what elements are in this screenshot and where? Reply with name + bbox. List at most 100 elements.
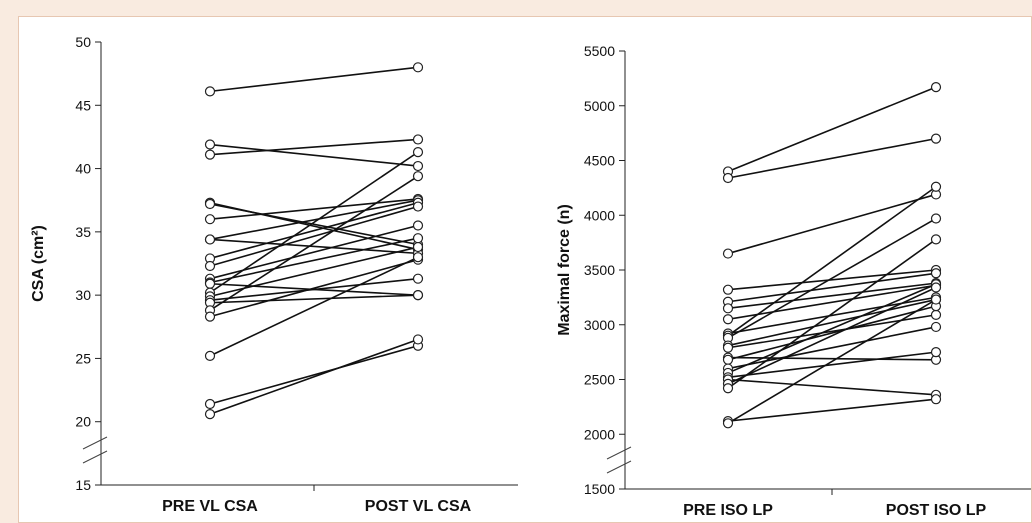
force-subject-line <box>727 137 937 179</box>
force-pre-point <box>722 418 734 429</box>
csa-post-point <box>412 290 424 301</box>
force-subject-line <box>727 298 937 424</box>
force-y-tick-label: 1500 <box>584 481 615 497</box>
csa-pre-point <box>204 398 216 410</box>
force-y-tick-label: 3500 <box>584 262 615 278</box>
force-subject-line <box>727 378 937 396</box>
csa-post-point <box>412 233 424 244</box>
csa-post-point <box>412 220 424 231</box>
force-subject-line <box>727 193 937 255</box>
force-post-point <box>930 321 942 333</box>
csa-post-point <box>412 241 424 253</box>
force-subject-line <box>727 272 937 303</box>
force-panel: 1500 2000 2500 3000 3500 4000 4500 5000 5500 PRE … <box>556 43 1031 519</box>
force-category-label: PRE ISO LP <box>683 502 773 519</box>
csa-pre-point <box>204 278 216 289</box>
csa-pre-point <box>204 86 216 97</box>
csa-subject-line <box>209 138 419 156</box>
force-y-tick-label: 5500 <box>584 43 615 59</box>
force-pre-point <box>722 342 734 353</box>
force-subject-line <box>727 217 937 339</box>
force-subject-line <box>727 298 937 347</box>
csa-pre-point <box>204 139 216 150</box>
csa-post-point <box>412 62 424 73</box>
force-category-label: POST ISO LP <box>886 502 987 519</box>
csa-subject-line <box>209 338 419 415</box>
csa-pre-point <box>204 214 216 225</box>
force-y-tick-label: 2000 <box>584 426 615 442</box>
csa-post-point <box>412 147 424 158</box>
csa-subject-line <box>209 143 419 167</box>
force-y-tick-label: 3000 <box>584 317 615 333</box>
csa-pre-point <box>204 409 216 420</box>
force-y-axis-title: Maximal force (n) <box>556 204 573 336</box>
force-subject-line <box>727 269 937 291</box>
csa-post-point <box>412 334 424 345</box>
csa-pre-point <box>204 234 216 245</box>
force-y-tick-label: 2500 <box>584 372 615 388</box>
force-y-tick-label: 5000 <box>584 98 615 114</box>
force-post-point <box>930 268 942 279</box>
force-subject-line <box>727 284 937 321</box>
csa-y-tick-label: 35 <box>75 224 91 240</box>
csa-post-point <box>412 201 424 212</box>
force-subject-line <box>727 286 937 385</box>
force-pre-point <box>722 354 734 365</box>
csa-subject-line <box>209 198 419 220</box>
force-post-point <box>930 133 942 144</box>
force-post-point <box>930 294 942 305</box>
csa-subject-line <box>209 201 419 260</box>
force-subject-line <box>727 326 937 370</box>
csa-subject-line <box>209 203 419 246</box>
force-post-point <box>930 347 942 358</box>
csa-y-tick-label: 25 <box>75 350 91 366</box>
csa-y-tick-label: 45 <box>75 97 91 113</box>
force-post-point <box>930 309 942 320</box>
csa-pre-point <box>204 311 216 322</box>
force-post-point <box>930 213 942 224</box>
force-post-point <box>930 234 942 245</box>
force-post-point <box>930 82 942 93</box>
csa-post-point <box>412 171 424 182</box>
force-subject-line <box>727 398 937 422</box>
force-axis-break-mark <box>606 446 632 460</box>
csa-panel: 15 20 25 30 35 40 45 50 PRE VL CSA POST VL CSA CSA… <box>30 34 518 515</box>
force-y-tick-label: 4000 <box>584 207 615 223</box>
csa-pre-point <box>204 198 216 210</box>
csa-y-tick-label: 30 <box>75 287 91 303</box>
csa-axis-break-mark <box>82 436 108 450</box>
force-pre-point <box>722 284 734 295</box>
csa-y-tick-label: 20 <box>75 414 91 430</box>
force-subject-line <box>727 283 937 374</box>
csa-subject-line <box>209 237 419 284</box>
csa-y-axis-title: CSA (cm²) <box>30 225 47 302</box>
force-post-point <box>930 181 942 192</box>
csa-subject-line <box>209 151 419 294</box>
csa-subject-line <box>209 345 419 405</box>
force-y-tick-label: 4500 <box>584 153 615 169</box>
csa-subject-line <box>209 277 419 302</box>
csa-subject-line <box>209 199 419 241</box>
force-subject-line <box>727 186 937 337</box>
csa-subject-line <box>209 294 419 304</box>
force-pre-point <box>722 248 734 259</box>
csa-subject-line <box>209 205 419 267</box>
force-pre-point <box>722 314 734 325</box>
csa-y-tick-label: 50 <box>75 34 91 50</box>
force-post-point <box>930 394 942 405</box>
csa-post-point <box>412 134 424 145</box>
force-axis-break-mark <box>606 460 632 474</box>
csa-y-tick-label: 15 <box>75 477 91 493</box>
csa-post-point <box>412 252 424 263</box>
force-subject-line <box>727 351 937 379</box>
csa-subject-line <box>209 256 419 357</box>
csa-category-label: POST VL CSA <box>365 498 472 515</box>
force-post-point <box>930 282 942 293</box>
csa-axis-break-mark <box>82 450 108 464</box>
csa-category-label: PRE VL CSA <box>162 498 258 515</box>
csa-subject-line <box>209 238 419 255</box>
force-subject-line <box>727 305 937 361</box>
csa-y-tick-label: 40 <box>75 161 91 177</box>
csa-subject-line <box>209 175 419 312</box>
force-subject-line <box>727 282 937 310</box>
